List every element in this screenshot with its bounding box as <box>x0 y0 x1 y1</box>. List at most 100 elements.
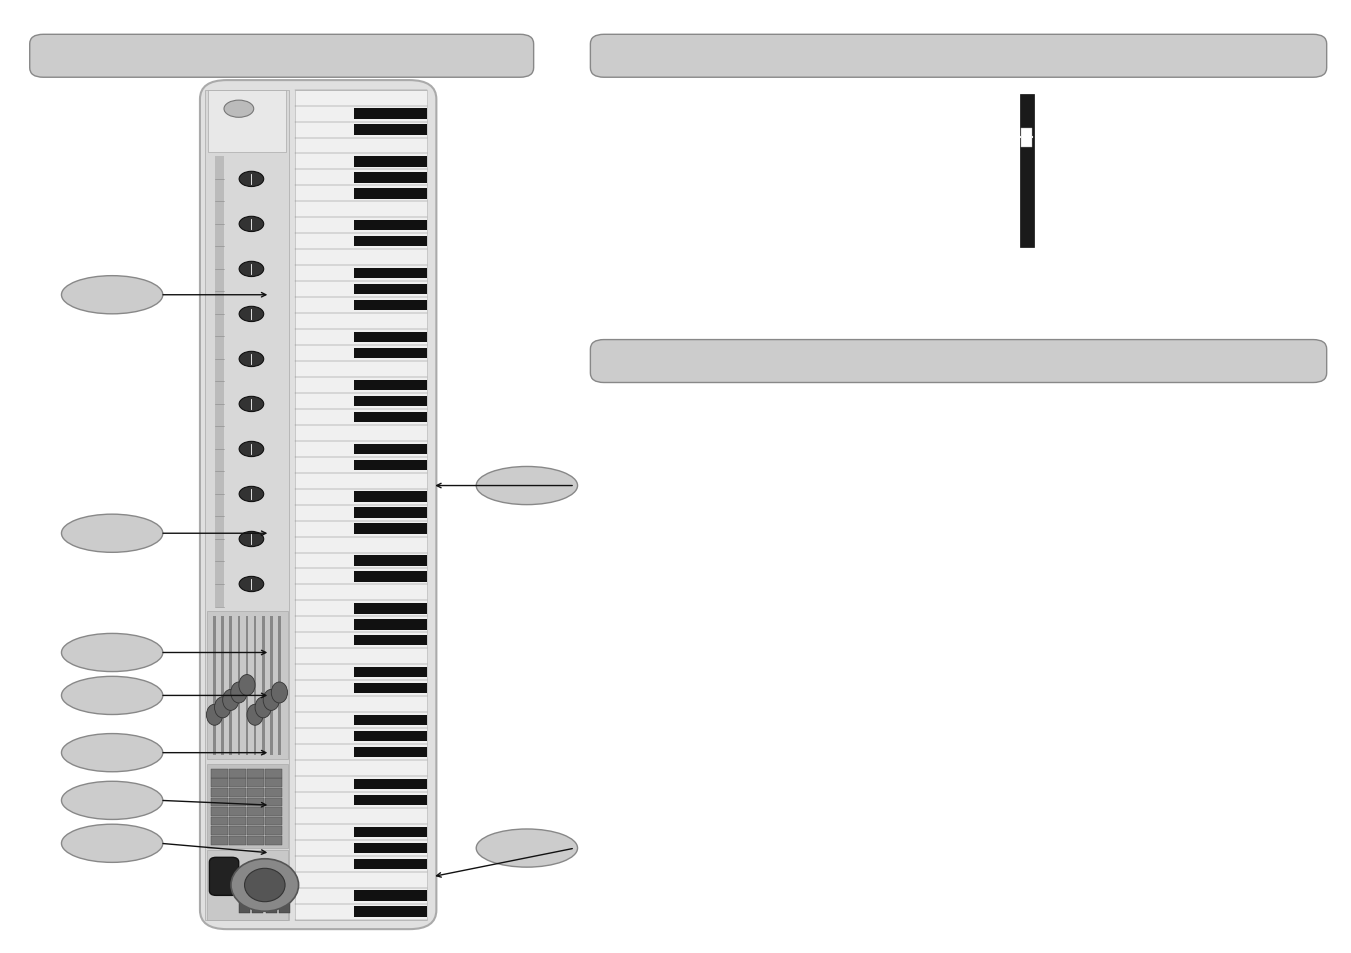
Ellipse shape <box>231 682 247 703</box>
Bar <box>253 902 263 913</box>
Bar <box>247 769 263 778</box>
Bar <box>238 616 240 755</box>
Bar <box>266 886 277 898</box>
Ellipse shape <box>239 352 263 367</box>
FancyBboxPatch shape <box>590 35 1327 78</box>
Bar <box>247 826 263 835</box>
Bar <box>354 444 427 455</box>
Bar <box>270 616 273 755</box>
Ellipse shape <box>239 442 263 457</box>
Bar <box>354 842 427 853</box>
Bar <box>354 556 427 566</box>
Bar <box>239 902 250 913</box>
Ellipse shape <box>62 781 162 820</box>
Bar <box>354 795 427 805</box>
Bar <box>354 779 427 789</box>
Bar <box>354 827 427 837</box>
Bar <box>354 349 427 358</box>
Ellipse shape <box>263 690 280 711</box>
Bar <box>230 616 232 755</box>
Bar <box>246 616 249 755</box>
Bar <box>230 769 246 778</box>
Ellipse shape <box>239 217 263 233</box>
Bar <box>1020 95 1034 248</box>
Bar <box>354 667 427 678</box>
Bar <box>205 91 289 920</box>
Bar <box>230 788 246 797</box>
Ellipse shape <box>239 307 263 322</box>
FancyBboxPatch shape <box>590 340 1327 383</box>
Ellipse shape <box>215 697 231 718</box>
Bar <box>207 764 288 848</box>
Bar <box>354 237 427 247</box>
FancyBboxPatch shape <box>200 81 436 929</box>
Bar <box>354 333 427 343</box>
Bar <box>230 826 246 835</box>
Ellipse shape <box>62 824 162 862</box>
Ellipse shape <box>224 101 254 118</box>
Bar <box>354 413 427 422</box>
Bar <box>354 396 427 407</box>
Bar <box>354 300 427 311</box>
Ellipse shape <box>223 690 239 711</box>
Bar <box>211 788 227 797</box>
Ellipse shape <box>239 396 263 412</box>
Bar <box>354 859 427 869</box>
Bar <box>354 636 427 646</box>
Bar <box>211 826 227 835</box>
Bar <box>354 269 427 279</box>
Ellipse shape <box>239 577 263 592</box>
Ellipse shape <box>62 276 162 314</box>
Bar <box>211 779 227 787</box>
Bar <box>265 836 282 844</box>
Bar <box>354 603 427 614</box>
Bar <box>207 850 288 920</box>
Bar <box>265 788 282 797</box>
Ellipse shape <box>239 262 263 277</box>
Bar <box>354 125 427 135</box>
Ellipse shape <box>231 859 299 911</box>
Bar <box>230 807 246 816</box>
Bar <box>354 157 427 168</box>
Bar <box>247 779 263 787</box>
Bar <box>247 807 263 816</box>
Bar <box>354 890 427 901</box>
Bar <box>207 611 288 760</box>
Bar <box>265 798 282 806</box>
Bar <box>262 616 265 755</box>
Ellipse shape <box>272 682 288 703</box>
Bar <box>266 902 277 913</box>
Ellipse shape <box>239 487 263 502</box>
Ellipse shape <box>476 829 578 867</box>
Bar <box>278 616 281 755</box>
Bar <box>280 886 290 898</box>
FancyBboxPatch shape <box>209 858 239 896</box>
Bar <box>354 221 427 232</box>
Bar <box>354 683 427 694</box>
Bar <box>247 817 263 825</box>
Ellipse shape <box>62 734 162 772</box>
Ellipse shape <box>62 677 162 715</box>
Bar <box>280 902 290 913</box>
Bar <box>354 572 427 582</box>
Bar <box>354 524 427 535</box>
Bar <box>211 817 227 825</box>
Bar <box>230 836 246 844</box>
Bar <box>253 871 263 882</box>
Ellipse shape <box>62 634 162 672</box>
Bar <box>354 747 427 758</box>
FancyBboxPatch shape <box>30 35 534 78</box>
Ellipse shape <box>62 515 162 553</box>
Bar <box>247 798 263 806</box>
Bar <box>266 871 277 882</box>
Bar <box>354 110 427 120</box>
Ellipse shape <box>239 532 263 547</box>
Bar <box>211 798 227 806</box>
Ellipse shape <box>239 675 255 696</box>
Ellipse shape <box>476 467 578 505</box>
Bar <box>280 871 290 882</box>
Bar <box>254 616 257 755</box>
Bar <box>354 189 427 199</box>
Bar <box>239 871 250 882</box>
Bar <box>354 492 427 502</box>
